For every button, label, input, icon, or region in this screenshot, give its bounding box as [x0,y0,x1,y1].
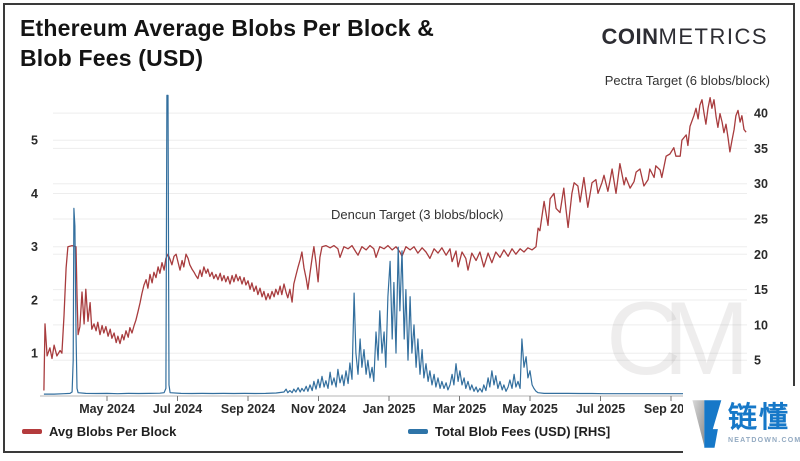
chart-card [3,3,795,453]
y-axis-left-label: 3 [31,240,38,254]
x-axis-label: Sep 2024 [221,402,275,416]
chart-title: Ethereum Average Blobs Per Block & Blob … [20,14,434,74]
chart-title-line1: Ethereum Average Blobs Per Block & [20,15,435,41]
y-axis-right-label: 30 [754,177,768,191]
x-axis-label: Jul 2024 [153,402,202,416]
y-axis-left-label: 2 [31,293,38,307]
legend-swatch-blue [408,429,428,434]
x-axis-label: Jan 2025 [363,402,416,416]
y-axis-right-label: 10 [754,318,768,332]
neatdown-chinese-text: 链懂 [728,401,791,434]
logo-metrics-text: METRICS [658,24,768,49]
x-axis-label: Nov 2024 [291,402,346,416]
chart-legend: Avg Blobs Per Block Total Blob Fees (USD… [0,424,800,444]
x-axis-label: May 2024 [79,402,135,416]
pectra-target-annotation: Pectra Target (6 blobs/block) [604,73,770,88]
y-axis-right-label: 20 [754,248,768,262]
x-axis-label: Jul 2025 [576,402,625,416]
chart-title-line2: Blob Fees (USD) [20,44,204,71]
series-line-avg-blobs [43,96,747,391]
neatdown-logo-icon [692,399,722,448]
coinmetrics-logo: COINMETRICS [602,24,769,50]
dencun-target-annotation: Dencun Target (3 blobs/block) [331,207,504,222]
series-line-blob-fees [43,94,747,395]
y-axis-right-label: 15 [754,283,768,297]
x-axis-label: Mar 2025 [433,402,487,416]
y-axis-right-label: 40 [754,107,768,121]
legend-label-avg-blobs: Avg Blobs Per Block [49,424,177,439]
y-axis-left-label: 5 [31,134,38,148]
legend-item-blob-fees: Total Blob Fees (USD) [RHS] [408,424,610,439]
legend-item-avg-blobs: Avg Blobs Per Block [22,424,176,439]
legend-swatch-red [22,429,42,434]
logo-coin-text: COIN [601,24,659,49]
y-axis-right-label: 35 [754,142,768,156]
x-axis-label: May 2025 [502,402,558,416]
neatdown-watermark: 链懂 NEATDOWN.COM [683,386,800,461]
y-axis-left-label: 1 [31,347,38,361]
y-axis-right-label: 5 [754,354,761,368]
neatdown-site-text: NEATDOWN.COM [728,436,800,444]
legend-label-blob-fees: Total Blob Fees (USD) [RHS] [435,424,611,439]
y-axis-right-label: 25 [754,213,768,227]
y-axis-left-label: 4 [31,187,38,201]
